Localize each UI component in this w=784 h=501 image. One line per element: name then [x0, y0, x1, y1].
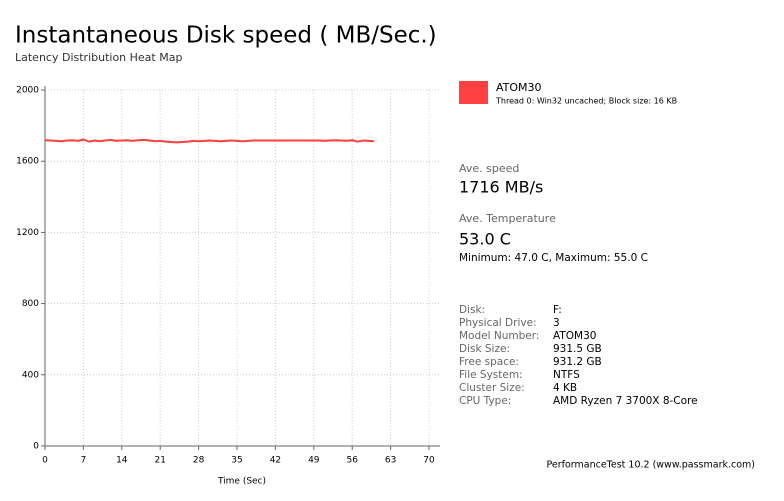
info-label: Free space: — [459, 356, 519, 368]
info-value: NTFS — [553, 369, 580, 381]
info-value: AMD Ryzen 7 3700X 8-Core — [553, 395, 698, 407]
x-tick-label: 14 — [116, 456, 128, 466]
info-value: ATOM30 — [553, 330, 596, 342]
info-label: File System: — [459, 369, 523, 381]
avg-temp-label: Ave. Temperature — [459, 212, 556, 225]
x-tick-label: 63 — [385, 456, 396, 466]
x-tick-label: 0 — [42, 456, 48, 466]
series-line — [44, 138, 375, 144]
chart-subtitle: Latency Distribution Heat Map — [15, 51, 182, 64]
x-tick-label: 21 — [154, 456, 165, 466]
info-value: F: — [553, 304, 562, 316]
x-tick-label: 42 — [270, 456, 281, 466]
legend-detail: Thread 0: Win32 uncached; Block size: 16… — [495, 97, 677, 106]
y-tick-label: 400 — [22, 370, 39, 380]
y-tick-label: 2000 — [16, 86, 39, 96]
info-value: 931.5 GB — [553, 343, 602, 355]
info-value: 4 KB — [553, 382, 577, 394]
x-tick-label: 35 — [231, 456, 242, 466]
x-axis-label: Time (Sec) — [217, 477, 266, 487]
info-value: 931.2 GB — [553, 356, 602, 368]
y-tick-label: 1600 — [16, 157, 39, 167]
info-label: CPU Type: — [459, 395, 511, 407]
chart-title: Instantaneous Disk speed ( MB/Sec.) — [15, 23, 437, 49]
legend-label: ATOM30 — [496, 81, 542, 94]
info-value: 3 — [553, 317, 560, 329]
temp-range: Minimum: 47.0 C, Maximum: 55.0 C — [459, 252, 648, 264]
info-label: Disk Size: — [459, 343, 510, 355]
x-tick-label: 49 — [308, 456, 320, 466]
legend-swatch — [459, 81, 488, 104]
footer: PerformanceTest 10.2 (www.passmark.com) — [546, 460, 755, 471]
info-label: Disk: — [459, 304, 485, 316]
x-tick-label: 28 — [193, 456, 205, 466]
y-tick-label: 800 — [22, 299, 39, 309]
avg-speed: 1716 MB/s — [459, 178, 543, 197]
info-label: Physical Drive: — [459, 317, 537, 329]
info-label: Model Number: — [459, 330, 539, 342]
x-tick-label: 7 — [81, 456, 87, 466]
y-tick-label: 0 — [33, 442, 39, 452]
x-tick-label: 56 — [346, 456, 358, 466]
avg-speed-label: Ave. speed — [459, 162, 519, 175]
x-tick-label: 70 — [423, 456, 435, 466]
y-tick-label: 1200 — [16, 228, 39, 238]
info-label: Cluster Size: — [459, 382, 525, 394]
avg-temp: 53.0 C — [459, 230, 511, 249]
